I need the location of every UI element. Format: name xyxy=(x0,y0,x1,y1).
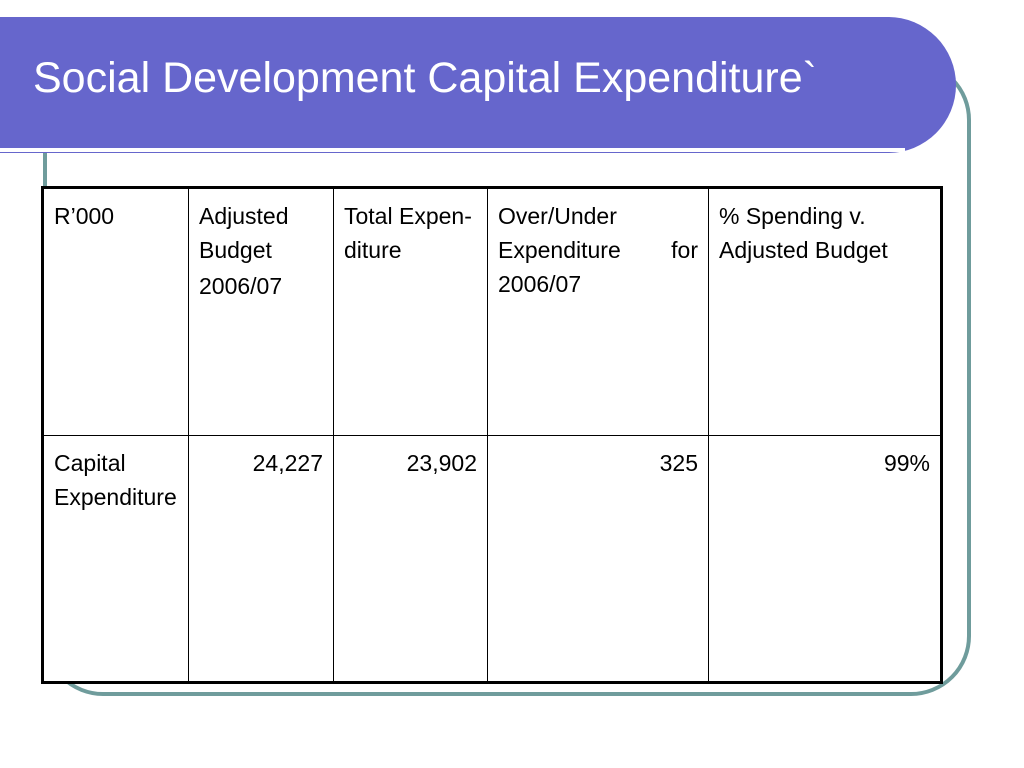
cell-total-expenditure: 23,902 xyxy=(333,435,488,683)
slide-title: Social Development Capital Expenditure` xyxy=(33,54,817,102)
header-percent-spending: % Spending v. Adjusted Budget xyxy=(708,187,942,436)
table-header-row: R’000 Adjusted Budget 2006/07 Total Expe… xyxy=(42,187,942,436)
header-units: R’000 xyxy=(42,187,189,436)
header-adjusted-budget: Adjusted Budget 2006/07 xyxy=(188,187,334,436)
header-total-expenditure: Total Expen-diture xyxy=(333,187,488,436)
title-underline xyxy=(0,148,905,152)
cell-adjusted-budget: 24,227 xyxy=(188,435,334,683)
header-units-label: R’000 xyxy=(54,203,115,229)
expenditure-table: R’000 Adjusted Budget 2006/07 Total Expe… xyxy=(41,186,943,684)
cell-over-under: 325 xyxy=(487,435,709,683)
header-over-under: Over/Under Expenditure for 2006/07 xyxy=(487,187,709,436)
title-bar xyxy=(0,17,956,153)
header-adjusted-budget-year: 2006/07 xyxy=(199,273,283,299)
header-total-expenditure-label: Total Expen-diture xyxy=(344,203,472,263)
header-adjusted-budget-label: Adjusted Budget xyxy=(199,203,289,263)
row-label: Capital Expenditure xyxy=(42,435,189,683)
cell-percent-spending: 99% xyxy=(708,435,942,683)
table-row: Capital Expenditure 24,227 23,902 325 99… xyxy=(42,435,942,683)
header-over-under-label: Over/Under Expenditure for 2006/07 xyxy=(498,203,698,297)
header-percent-spending-label: % Spending v. Adjusted Budget xyxy=(719,203,888,263)
